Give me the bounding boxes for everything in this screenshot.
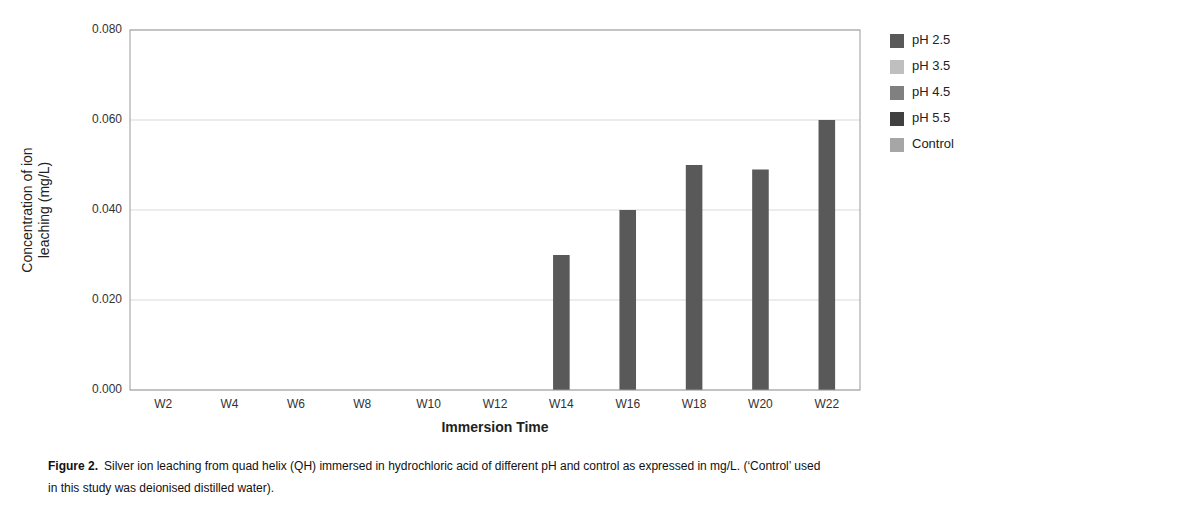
y-axis-label: Concentration of ionleaching (mg/L) <box>19 147 52 272</box>
grid-line <box>130 210 860 211</box>
legend-label: Control <box>912 136 954 151</box>
grid <box>130 30 860 390</box>
bar <box>819 120 836 390</box>
x-tick-label: W2 <box>154 397 172 411</box>
x-axis-label: Immersion Time <box>441 419 548 435</box>
caption-text: Silver ion leaching from quad helix (QH)… <box>104 459 820 473</box>
x-tick-label: W6 <box>287 397 305 411</box>
caption-text: in this study was deionised distilled wa… <box>48 481 274 495</box>
caption: Figure 2. Silver ion leaching from quad h… <box>48 459 820 473</box>
grid-line <box>130 300 860 301</box>
legend: pH 2.5 pH 3.5 pH 4.5 pH 5.5 Control <box>890 32 954 152</box>
legend-label: pH 2.5 <box>912 32 950 47</box>
caption-label: Figure 2. <box>48 459 98 473</box>
y-tick-label: 0.060 <box>92 112 122 126</box>
legend-swatch <box>890 138 904 152</box>
legend-label: pH 4.5 <box>912 84 950 99</box>
legend-swatch <box>890 60 904 74</box>
y-axis-label-line: leaching (mg/L) <box>36 162 52 259</box>
legend-label: pH 3.5 <box>912 58 950 73</box>
grid-line <box>130 120 860 121</box>
x-tick-label: W20 <box>748 397 773 411</box>
bar <box>752 170 769 391</box>
x-axis: W2 W4 W6 W8 W10 W12 W14 W16 W18 W20 W22 <box>154 397 839 411</box>
bar <box>619 210 636 390</box>
x-tick-label: W16 <box>615 397 640 411</box>
plot-frame <box>130 30 860 390</box>
y-tick-label: 0.040 <box>92 202 122 216</box>
x-tick-label: W10 <box>416 397 441 411</box>
x-tick-label: W8 <box>353 397 371 411</box>
legend-swatch <box>890 86 904 100</box>
legend-swatch <box>890 34 904 48</box>
x-tick-label: W12 <box>483 397 508 411</box>
legend-swatch <box>890 112 904 126</box>
x-tick-label: W22 <box>814 397 839 411</box>
bars <box>553 120 835 390</box>
y-tick-label: 0.020 <box>92 292 122 306</box>
legend-label: pH 5.5 <box>912 110 950 125</box>
bar <box>686 165 703 390</box>
y-axis: 0.000 0.020 0.040 0.060 0.080 <box>92 22 122 396</box>
y-axis-label-line: Concentration of ion <box>19 147 35 272</box>
x-tick-label: W18 <box>682 397 707 411</box>
x-tick-label: W14 <box>549 397 574 411</box>
plot-background <box>130 30 860 390</box>
x-tick-label: W4 <box>221 397 239 411</box>
chart: 0.0000.0200.0400.0600.080W2W4W6W8W10W12W… <box>0 0 1204 529</box>
y-tick-label: 0.080 <box>92 22 122 36</box>
y-tick-label: 0.000 <box>92 382 122 396</box>
bar <box>553 255 570 390</box>
